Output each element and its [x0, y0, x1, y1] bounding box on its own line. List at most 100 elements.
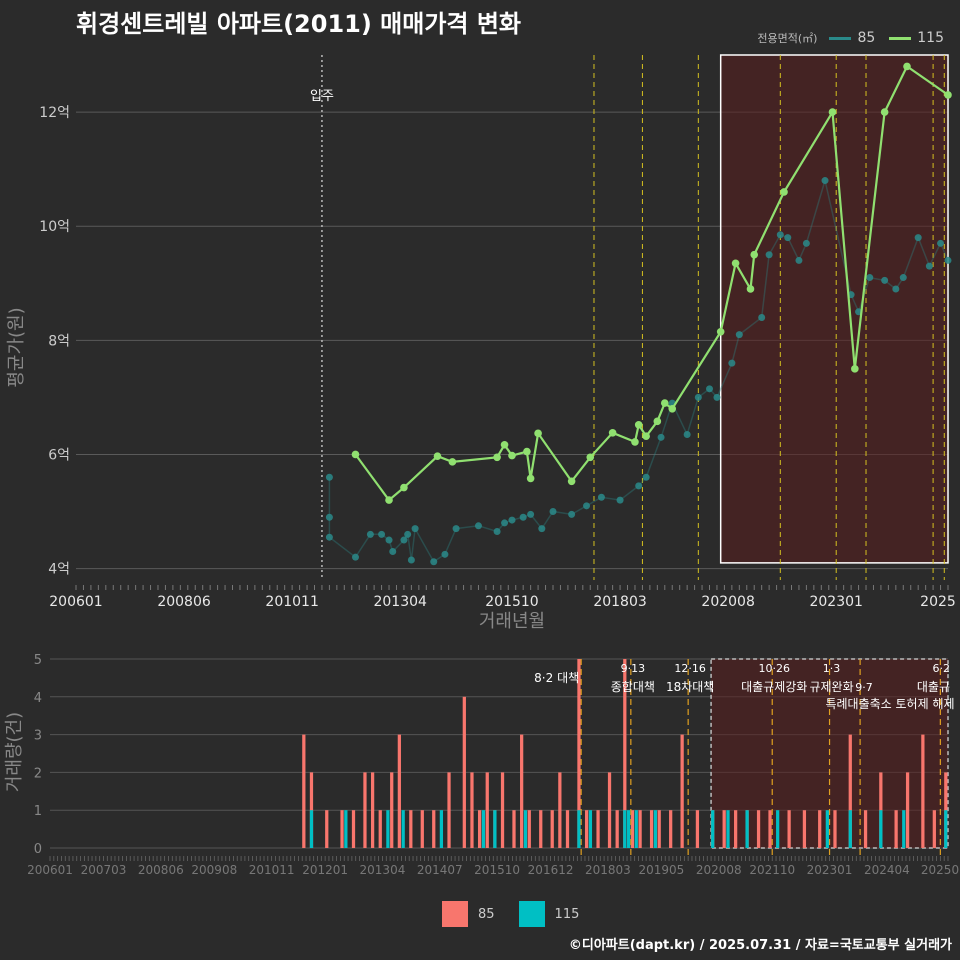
bar-85 [577, 659, 581, 848]
legend-bottom: 85 115 [442, 901, 593, 927]
data-point-115 [400, 483, 408, 492]
data-point-85 [452, 525, 460, 533]
data-point-115 [731, 259, 740, 268]
data-point-115 [534, 429, 542, 438]
data-point-85 [325, 533, 333, 541]
bar-85 [905, 772, 910, 848]
data-point-85 [325, 513, 333, 521]
y-tick-label: 10억 [39, 219, 70, 235]
data-point-85 [508, 516, 516, 524]
policy-label: 6·2 [933, 662, 951, 675]
bar-85 [695, 810, 700, 848]
bar-85 [921, 734, 925, 848]
policy-sublabel: 대출규 [917, 680, 950, 694]
data-point-115 [716, 327, 725, 336]
bar-x-tick-label: 20250 [921, 863, 959, 877]
bar-85 [894, 810, 898, 848]
data-point-85 [404, 530, 412, 538]
data-point-85 [411, 525, 419, 533]
policy-sublabel: 종합대책 [611, 679, 655, 694]
data-point-85 [706, 385, 714, 393]
bar-85 [680, 734, 684, 848]
bar-y-tick-label: 2 [34, 766, 42, 781]
data-point-85 [441, 550, 449, 558]
legend-title: 전용면적(㎡) [757, 32, 818, 45]
bar-x-tick-label: 201612 [528, 863, 574, 877]
data-point-85 [351, 553, 359, 561]
bar-85 [818, 810, 822, 848]
bar-115 [879, 810, 883, 848]
bar-85 [932, 810, 936, 848]
bar-115 [623, 810, 627, 848]
data-point-85 [758, 314, 766, 321]
bar-x-tick-label: 200806 [138, 863, 184, 877]
y-tick-label: 4억 [48, 562, 70, 578]
data-point-85 [616, 496, 624, 504]
data-point-115 [448, 458, 457, 466]
data-point-85 [407, 556, 415, 564]
legend-swatch-115 [518, 901, 545, 927]
data-point-85 [765, 251, 773, 259]
bar-y-tick-label: 3 [34, 729, 42, 744]
bar-x-tick-label: 201407 [417, 863, 463, 877]
x-tick-label: 2025 [920, 594, 956, 610]
bar-85 [802, 810, 807, 848]
x-tick-label: 201803 [593, 594, 646, 610]
data-point-85 [821, 177, 829, 185]
bar-85 [787, 810, 791, 848]
bar-85 [370, 772, 375, 848]
bar-115 [493, 810, 497, 848]
data-point-115 [526, 474, 535, 483]
bar-85 [649, 810, 654, 848]
bar-y-tick-label: 1 [34, 804, 42, 819]
data-point-115 [780, 188, 788, 196]
chart-title: 휘경센트레빌 아파트(2011) 매매가격 변화 [76, 10, 521, 38]
data-point-115 [668, 405, 677, 413]
policy-label: 12·16 [674, 662, 706, 675]
bar-85 [351, 810, 356, 848]
data-point-85 [925, 262, 933, 270]
data-point-85 [642, 473, 650, 481]
data-point-115 [746, 285, 755, 293]
bar-85 [420, 810, 424, 848]
data-point-115 [944, 91, 952, 99]
bar-115 [401, 810, 405, 848]
bar-x-tick-label: 201803 [585, 863, 631, 877]
data-point-115 [385, 496, 393, 504]
x-tick-label: 200806 [157, 594, 211, 610]
bar-85 [638, 810, 642, 848]
bar-85 [340, 810, 344, 848]
policy-sublabel: 규제완화 [809, 680, 853, 694]
data-point-85 [527, 510, 535, 518]
x-tick-label: 201011 [265, 594, 318, 610]
policy-label: 1·3 [823, 662, 841, 675]
bar-85 [848, 734, 852, 848]
bar-85 [302, 734, 306, 848]
policy-sublabel: 대출규제강화 [741, 680, 807, 694]
bar-85 [669, 810, 673, 848]
bar-85 [623, 659, 627, 848]
legend-swatch-85 [442, 901, 468, 927]
bar-85 [390, 772, 394, 848]
bar-85 [325, 810, 329, 848]
bar-115 [344, 810, 348, 848]
bar-85 [756, 810, 761, 848]
data-point-85 [899, 274, 907, 282]
bar-85 [477, 810, 482, 848]
data-point-115 [586, 453, 595, 462]
data-point-115 [351, 450, 360, 459]
x-tick-label: 201304 [373, 594, 427, 610]
bar-y-tick-label: 4 [34, 691, 42, 706]
bar-115 [309, 810, 314, 848]
bar-85 [607, 772, 612, 848]
data-point-85 [501, 519, 509, 527]
legend-line-115 [889, 36, 912, 40]
data-point-85 [713, 393, 721, 401]
data-point-115 [500, 440, 509, 449]
move-in-label: 입주 [310, 89, 334, 104]
data-point-85 [385, 536, 393, 544]
bar-115 [577, 810, 581, 848]
data-point-85 [474, 522, 482, 530]
data-point-85 [776, 231, 784, 239]
